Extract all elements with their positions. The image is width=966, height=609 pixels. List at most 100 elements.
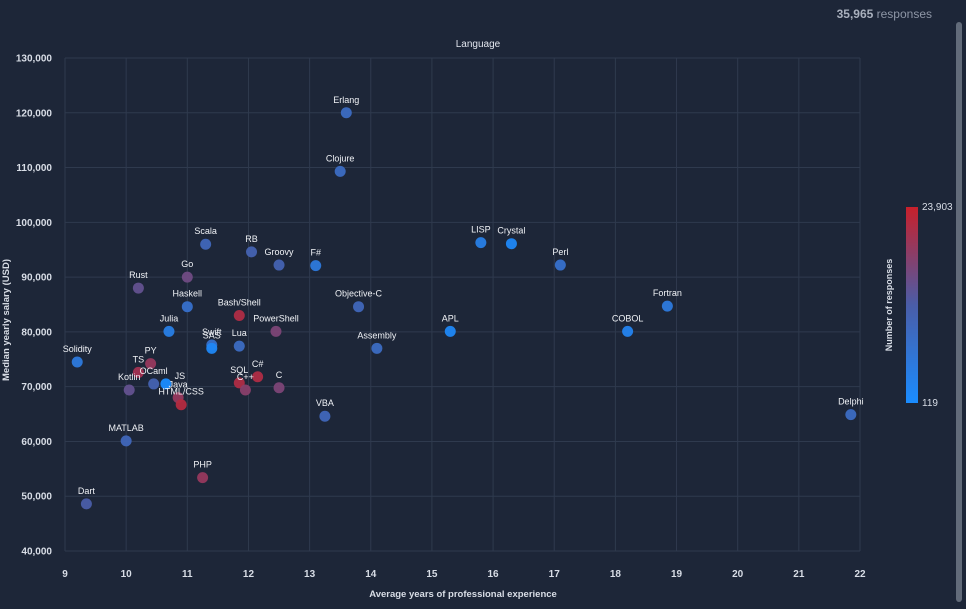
responses-count: 35,965 [836,7,874,21]
data-point-label: COBOL [612,313,644,323]
x-tick-label: 16 [488,569,500,580]
data-point [270,325,282,337]
data-point-label: Groovy [265,247,295,257]
data-point-label: PowerShell [253,313,299,323]
data-point-label: SAS [203,330,221,340]
data-point-label: MATLAB [108,423,143,433]
data-point [132,282,144,294]
data-point [340,107,352,119]
data-point-label: Clojure [326,153,355,163]
data-point [444,325,456,337]
data-point-label: TS [133,354,145,364]
colorbar-title: Number of responses [884,259,894,352]
data-point-label: OCaml [140,366,168,376]
data-point [181,301,193,313]
x-tick-label: 17 [549,569,561,580]
data-point [273,259,285,271]
data-point [371,342,383,354]
data-point [252,371,264,383]
data-point [200,238,212,250]
x-tick-label: 21 [793,569,805,580]
data-point [197,472,209,484]
data-point-label: Julia [160,313,179,323]
data-point [233,340,245,352]
data-point [334,165,346,177]
x-tick-label: 18 [610,569,622,580]
y-tick-label: 130,000 [16,54,53,65]
x-tick-label: 9 [62,569,68,580]
responses-counter: 35,965 responses [837,7,932,21]
scrollbar-thumb[interactable] [956,22,962,602]
responses-label: responses [873,7,932,21]
y-tick-label: 70,000 [21,382,52,393]
data-point [505,238,517,250]
y-tick-label: 90,000 [21,273,52,284]
data-point-label: Assembly [357,330,397,340]
chart-title: Language [456,39,501,50]
colorbar: 23,903 119 Number of responses [884,202,953,409]
x-tick-label: 11 [182,569,193,580]
data-point-label: RB [245,234,258,244]
data-point [233,309,245,321]
data-point-label: APL [442,313,459,323]
data-point-label: HTML/CSS [158,387,204,397]
data-point-label: Rust [129,270,148,280]
data-point [353,301,365,313]
colorbar-gradient [906,207,918,403]
data-point-label: JS [175,371,186,381]
colorbar-max-label: 23,903 [922,202,953,213]
data-point-label: Delphi [838,397,864,407]
data-point [175,399,187,411]
x-tick-label: 22 [854,569,866,580]
data-point-label: Lua [232,328,247,338]
data-point-label: PY [145,346,157,356]
data-point [273,382,285,394]
grid [64,57,861,552]
data-point [181,271,193,283]
data-point-label: F# [310,248,321,258]
data-point [622,325,634,337]
y-tick-label: 40,000 [21,547,52,558]
data-point-label: Erlang [333,95,359,105]
data-point-label: Go [181,259,193,269]
data-point [132,366,144,378]
colorbar-min-label: 119 [922,398,938,409]
data-point [148,378,160,390]
data-point [163,325,175,337]
data-point-label: Solidity [63,344,93,354]
data-point-label: Dart [78,486,96,496]
data-point [475,237,487,249]
y-tick-label: 50,000 [21,492,52,503]
data-point [661,300,673,312]
data-point-label: PHP [193,460,212,470]
data-point [310,260,322,272]
data-point [233,377,245,389]
data-point-label: VBA [316,398,334,408]
x-tick-label: 15 [426,569,438,580]
data-point [239,384,251,396]
x-tick-label: 10 [121,569,133,580]
data-point-label: Bash/Shell [218,297,261,307]
data-point-label: Fortran [653,288,682,298]
data-point-label: Crystal [497,226,525,236]
y-tick-label: 80,000 [21,327,52,338]
data-point-label: C# [252,359,264,369]
y-tick-label: 120,000 [16,108,53,119]
data-point-label: LISP [471,225,491,235]
x-tick-label: 14 [365,569,377,580]
data-point [206,342,218,354]
y-tick-label: 110,000 [16,163,52,174]
data-point-label: Perl [552,247,568,257]
data-point [246,246,258,258]
axes: 9 10 11 12 13 14 15 16 17 18 19 20 21 22 40,000 50,000 6… [16,54,866,581]
data-point [145,358,157,370]
y-tick-label: 100,000 [16,218,53,229]
x-axis-label: Average years of professional experience [369,589,557,600]
data-point-label: C [276,370,283,380]
data-point [123,384,135,396]
point-labels: Erlang Clojure LISP Crystal Perl Scala RB Groov… [63,95,864,496]
x-tick-label: 20 [732,569,744,580]
data-point-label: Java [169,380,188,390]
x-tick-label: 19 [671,569,683,580]
